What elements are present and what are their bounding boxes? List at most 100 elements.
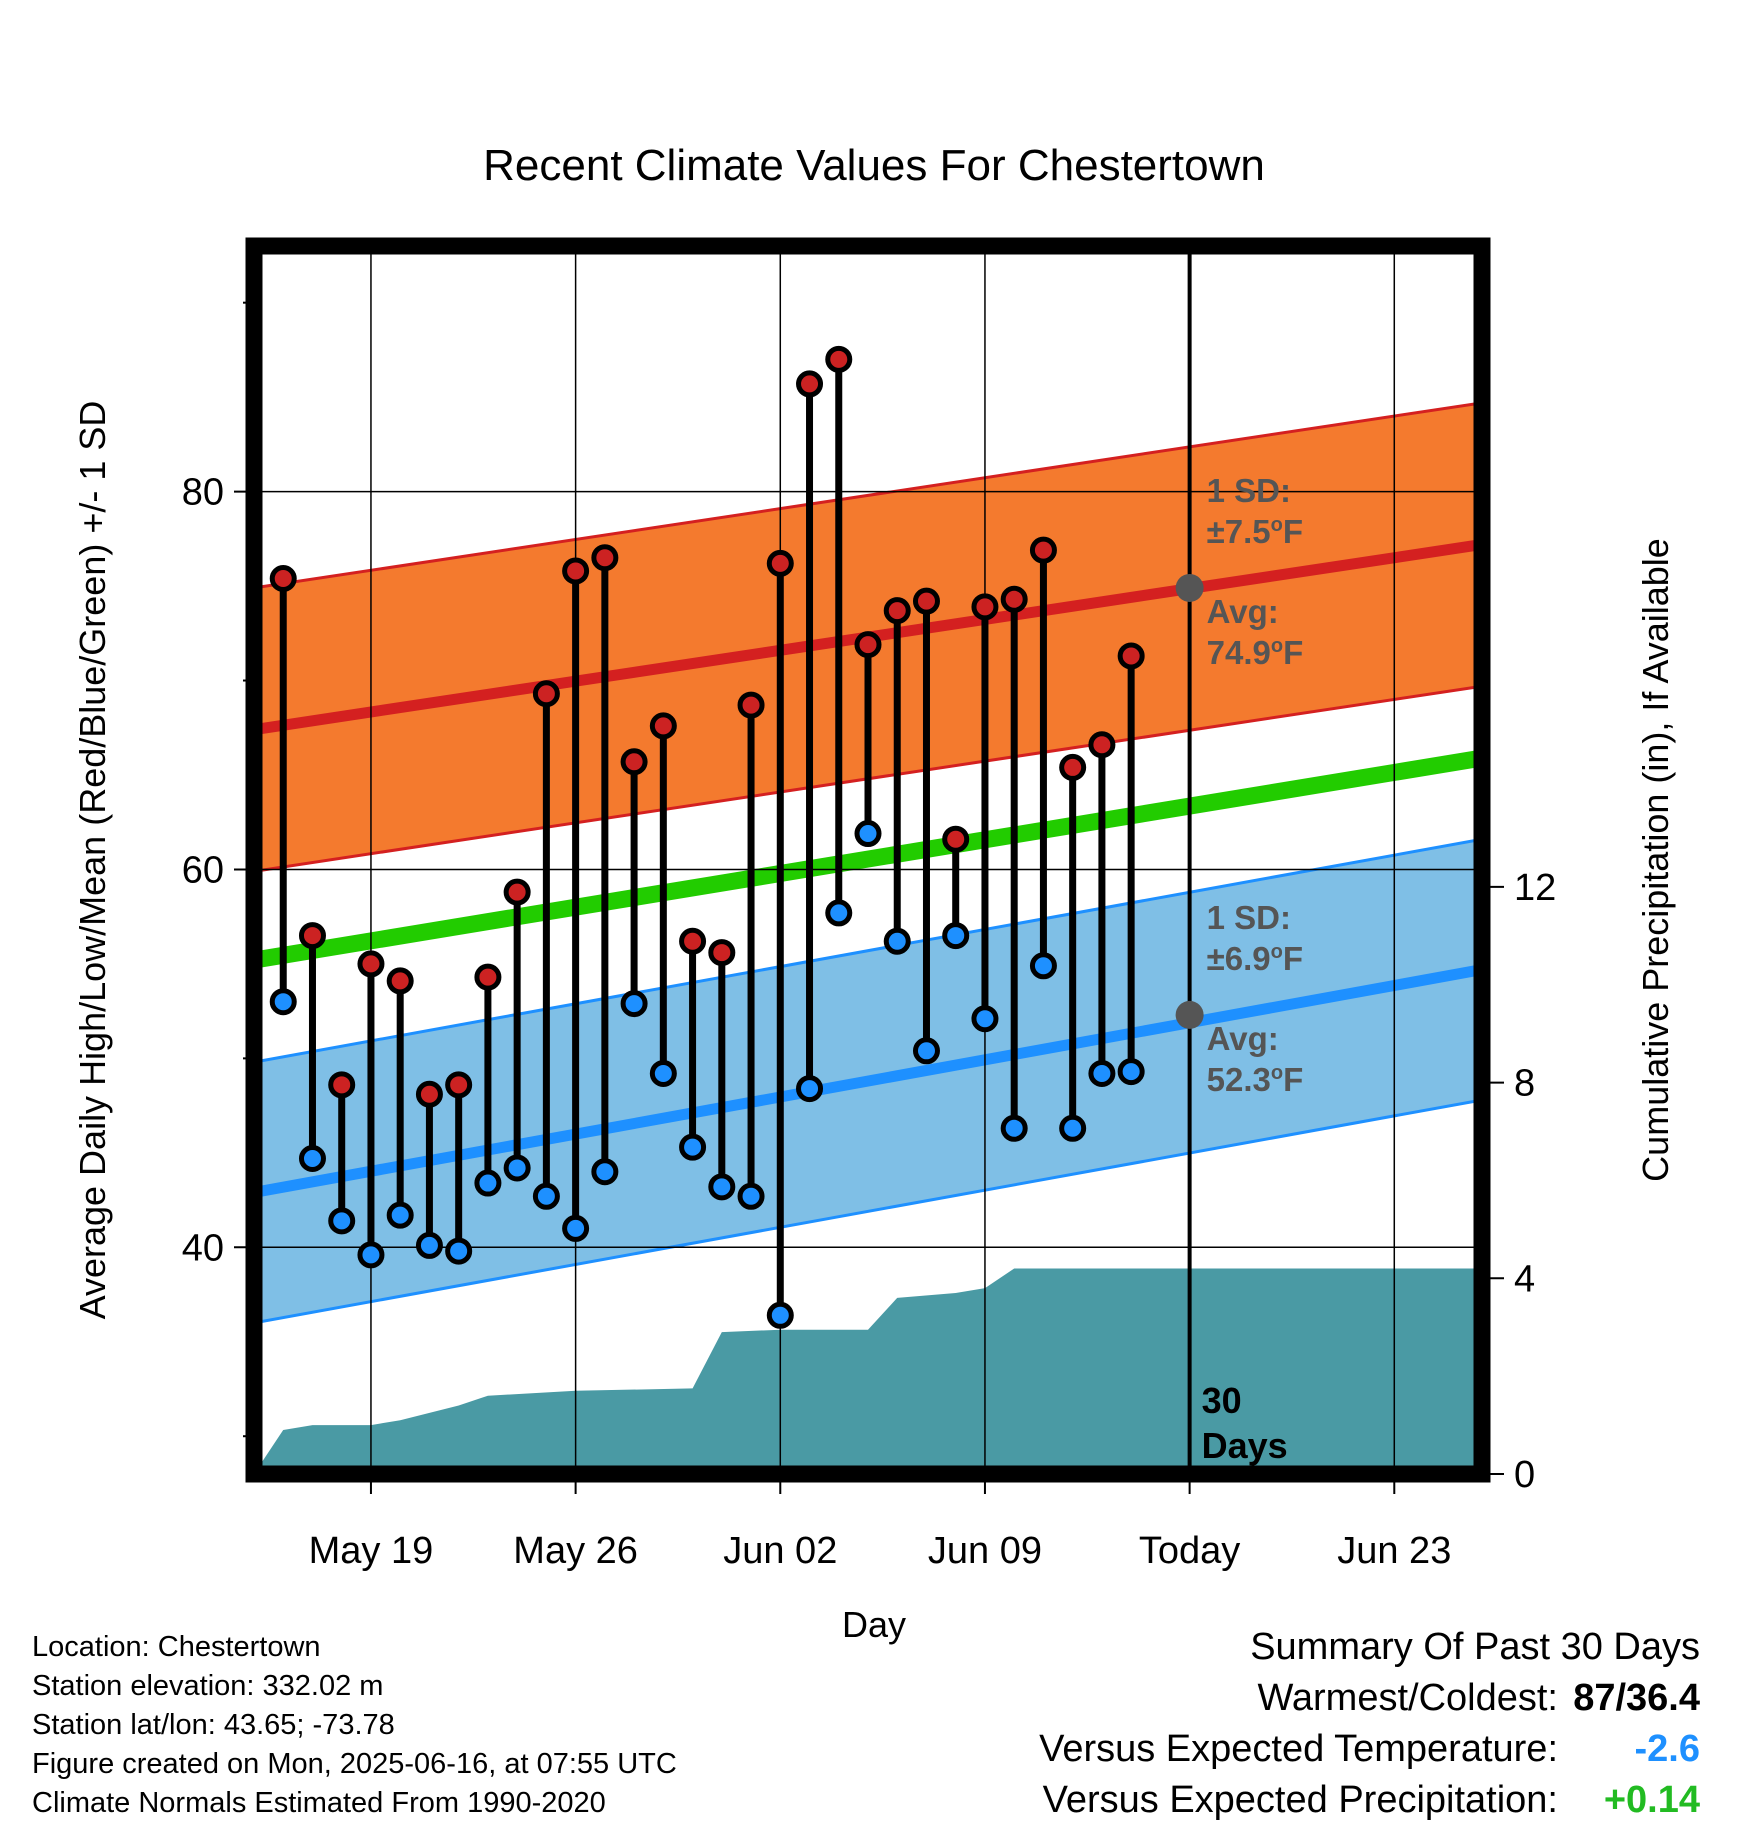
normal-low-lower-edge: [254, 1098, 1482, 1325]
daily-low-point: [708, 1173, 736, 1201]
daily-high-point: [912, 587, 940, 615]
days-count-number: 30: [1202, 1380, 1242, 1421]
daily-low-point: [942, 922, 970, 950]
x-tick-label: Jun 09: [928, 1530, 1042, 1572]
y2-tick-label: 12: [1514, 867, 1556, 909]
daily-low-point: [854, 820, 882, 848]
y-tick-label: 40: [182, 1227, 224, 1269]
plot-layer: [254, 246, 1482, 1474]
daily-low-point: [912, 1037, 940, 1065]
daily-high-point: [942, 825, 970, 853]
y-tick-label: 80: [182, 472, 224, 514]
elevation-text: Station elevation: 332.02 m: [32, 1670, 384, 1702]
degree-symbol: o: [1271, 514, 1283, 536]
daily-high-point: [1117, 642, 1145, 670]
daily-high-point: [328, 1071, 356, 1099]
plot-area: [254, 246, 1482, 1474]
x-tick-label: May 19: [309, 1530, 434, 1572]
y2-tick-label: 0: [1514, 1454, 1535, 1496]
precip-diff-label: Versus Expected Precipitation:: [1042, 1779, 1558, 1821]
chart-marks: 1 SD: ±7.5oF Avg: 74.9oF 1 SD: ±6.9oF Avg: 52.3…: [269, 345, 1304, 1466]
degree-symbol: o: [1271, 941, 1283, 963]
x-tick-label: Jun 23: [1337, 1530, 1451, 1572]
daily-low-point: [971, 1005, 999, 1033]
y-axis-label: Average Daily High/Low/Mean (Red/Blue/Gr…: [72, 401, 113, 1320]
daily-high-point: [620, 748, 648, 776]
daily-high-point: [649, 712, 677, 740]
daily-low-point: [620, 990, 648, 1018]
high-sd-label: 1 SD:: [1207, 472, 1291, 509]
summary-temp-row: Versus Expected Temperature: -2.6: [1039, 1724, 1700, 1775]
daily-low-point: [796, 1075, 824, 1103]
unit-text: F: [1283, 1061, 1303, 1098]
x-tick-label: May 26: [513, 1530, 638, 1572]
daily-low-point: [298, 1144, 326, 1172]
daily-high-point: [679, 927, 707, 955]
x-axis-label: Day: [842, 1604, 906, 1645]
summary-panel: Summary Of Past 30 Days Warmest/Coldest:…: [1039, 1622, 1700, 1826]
daily-high-point: [269, 565, 297, 593]
normals-text: Climate Normals Estimated From 1990-2020: [32, 1787, 606, 1819]
daily-low-point: [357, 1241, 385, 1269]
daily-high-point: [766, 549, 794, 577]
daily-high-point: [386, 967, 414, 995]
daily-high-point: [708, 939, 736, 967]
summary-warmest-row: Warmest/Coldest: 87/36.4: [1039, 1673, 1700, 1724]
normal-high-upper-edge: [254, 401, 1482, 590]
warmest-value: 87/36.4: [1573, 1677, 1700, 1719]
daily-low-point: [766, 1301, 794, 1329]
daily-high-point: [415, 1080, 443, 1108]
daily-low-point: [503, 1154, 531, 1182]
daily-high-point: [1088, 731, 1116, 759]
daily-high-point: [1059, 753, 1087, 781]
daily-low-point: [328, 1207, 356, 1235]
daily-low-point: [386, 1201, 414, 1229]
daily-high-point: [883, 597, 911, 625]
y2-axis-label: Cumulative Precipitation (in), If Availa…: [1635, 538, 1676, 1182]
low-avg-label: Avg:: [1207, 1020, 1279, 1057]
unit-text: F: [1283, 513, 1303, 550]
daily-low-point: [445, 1237, 473, 1265]
daily-low-point: [825, 899, 853, 927]
daily-high-point: [1029, 536, 1057, 564]
daily-low-point: [1029, 952, 1057, 980]
low-sd-label: 1 SD:: [1207, 899, 1291, 936]
high-sd-value: ±7.5oF: [1207, 513, 1303, 550]
today-avg-high-marker: [1175, 573, 1204, 602]
daily-high-point: [825, 345, 853, 373]
daily-low-point: [269, 988, 297, 1016]
plot-frame: [245, 237, 1491, 1483]
unit-text: F: [1283, 634, 1303, 671]
low-sd-value: ±6.9oF: [1207, 940, 1303, 977]
degree-symbol: o: [1271, 1062, 1283, 1084]
daily-low-point: [1088, 1059, 1116, 1087]
chart-axes: 40 60 80 0 4 8 12 May 19 May 26 Jun 02 Jun 09 Today…: [182, 237, 1556, 1572]
daily-low-point: [679, 1133, 707, 1161]
daily-low-point: [1059, 1114, 1087, 1142]
chart-title: Recent Climate Values For Chestertown: [483, 141, 1265, 190]
temp-diff-value: -2.6: [1634, 1728, 1700, 1770]
daily-low-point: [1117, 1058, 1145, 1086]
daily-high-point: [737, 691, 765, 719]
daily-high-point: [503, 878, 531, 906]
daily-high-point: [445, 1071, 473, 1099]
daily-low-point: [562, 1214, 590, 1242]
today-avg-low-marker: [1175, 1000, 1204, 1029]
high-avg-value: 74.9oF: [1207, 634, 1304, 671]
y-tick-label: 60: [182, 849, 224, 891]
daily-low-point: [591, 1158, 619, 1186]
station-info: Location: Chestertown Station elevation:…: [32, 1628, 677, 1823]
x-tick-label: Jun 02: [723, 1530, 837, 1572]
high-avg-label: Avg:: [1207, 593, 1279, 630]
x-tick-label: Today: [1139, 1530, 1240, 1572]
daily-high-point: [591, 544, 619, 572]
daily-low-point: [532, 1182, 560, 1210]
daily-high-point: [796, 370, 824, 398]
created-text: Figure created on Mon, 2025-06-16, at 07…: [32, 1748, 677, 1780]
latlon-text: Station lat/lon: 43.65; -73.78: [32, 1709, 395, 1741]
daily-low-point: [883, 927, 911, 955]
precip-diff-value: +0.14: [1603, 1779, 1700, 1821]
y2-tick-label: 8: [1514, 1063, 1535, 1105]
summary-precip-row: Versus Expected Precipitation: +0.14: [1039, 1775, 1700, 1826]
